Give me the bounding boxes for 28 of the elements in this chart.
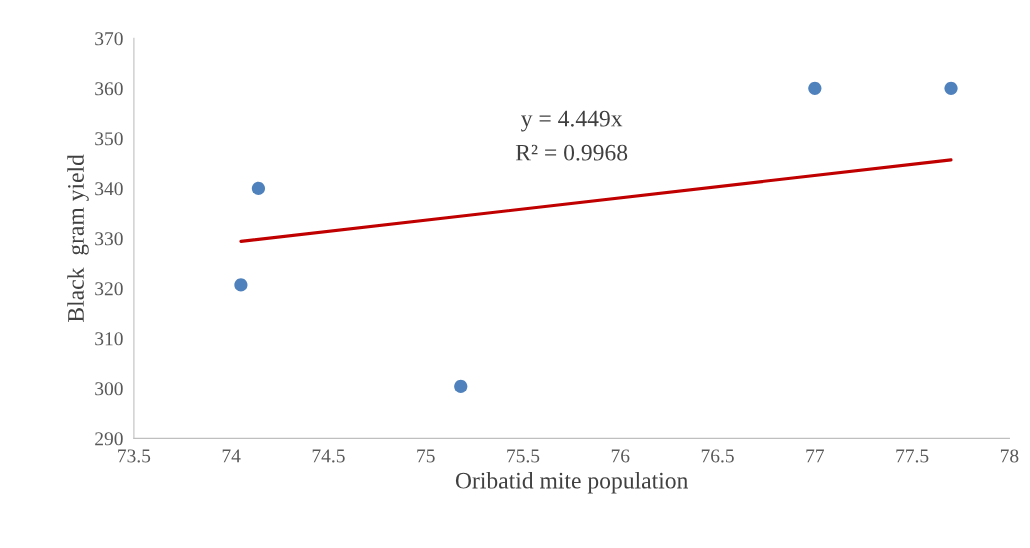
- point: [234, 278, 248, 292]
- y-tick-label: 370: [95, 32, 123, 46]
- annotation: R² = 0.9968: [515, 144, 628, 161]
- x-tick-label: 76: [611, 449, 630, 463]
- x-tick-label: 78: [1000, 449, 1019, 463]
- x-axis-title: Oribatid mite population: [455, 472, 689, 494]
- x-tick-label: 76.5: [701, 449, 734, 463]
- y-tick-label: 360: [95, 82, 123, 96]
- x-tick-label: 77: [806, 449, 825, 463]
- point: [454, 379, 468, 393]
- y-axis-title: Black gram yield: [67, 154, 89, 322]
- x-tick-label: 74.5: [312, 449, 345, 463]
- y-tick-label: 350: [95, 132, 123, 146]
- x-tick-label: 75.5: [507, 449, 540, 463]
- x-tick-label: 77.5: [896, 449, 929, 463]
- annotation: y = 4.449x: [521, 110, 623, 132]
- y-tick-label: 290: [95, 432, 123, 446]
- x-tick-label: 75: [417, 449, 435, 463]
- y-tick-label: 320: [95, 282, 123, 296]
- y-tick-label: 330: [95, 232, 123, 246]
- y-tick-label: 340: [95, 182, 123, 196]
- y-tick-label: 300: [95, 382, 123, 396]
- point: [808, 81, 822, 95]
- y-tick-label: 310: [95, 332, 123, 346]
- x-tick-label: 73.5: [118, 449, 151, 463]
- point: [251, 181, 265, 195]
- x-tick-label: 74: [222, 449, 241, 463]
- point: [944, 81, 958, 95]
